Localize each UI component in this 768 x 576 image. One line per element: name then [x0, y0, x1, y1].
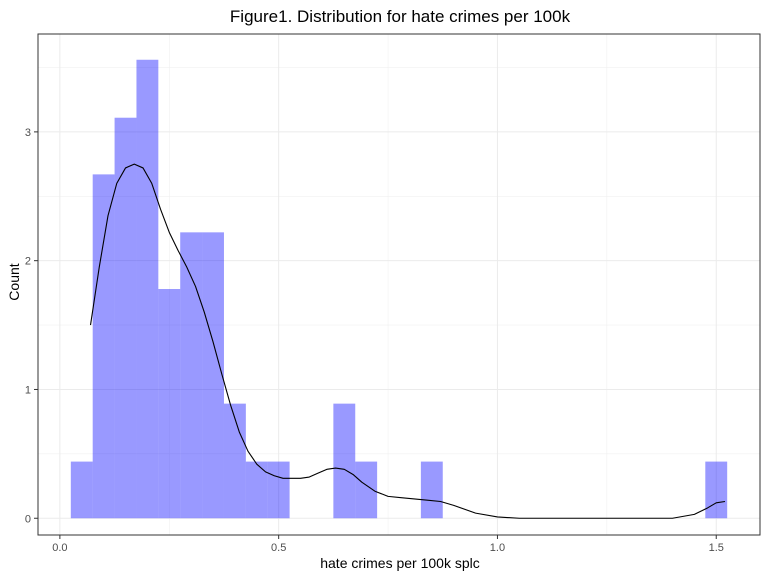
x-axis-ticks: 0.0 0.5 1.0 1.5	[52, 535, 724, 554]
x-tick-label: 1.5	[709, 542, 724, 554]
y-tick-label: 1	[25, 384, 31, 396]
x-axis-title: hate crimes per 100k splc	[320, 555, 480, 571]
x-tick-label: 0.0	[52, 542, 67, 554]
histogram-bar	[158, 289, 181, 519]
histogram-bar	[180, 232, 203, 519]
y-tick-label: 0	[25, 513, 31, 525]
density-curve	[89, 163, 726, 519]
minor-gridlines	[38, 34, 760, 535]
y-tick-label: 3	[25, 127, 31, 139]
major-gridlines	[38, 34, 760, 535]
histogram-bar	[70, 461, 93, 519]
x-tick-label: 0.5	[271, 542, 286, 554]
y-axis-title: Count	[6, 263, 22, 300]
x-tick-label: 1.0	[490, 542, 505, 554]
density-curve-group	[89, 163, 726, 519]
histogram-bar	[333, 403, 356, 519]
histogram-bar	[223, 403, 246, 519]
histogram-bar	[202, 232, 224, 519]
histogram-bars	[70, 59, 728, 519]
histogram-bar	[136, 59, 159, 519]
histogram-bar	[267, 461, 290, 519]
histogram-bar	[705, 461, 728, 519]
chart-title: Figure1. Distribution for hate crimes pe…	[230, 7, 571, 26]
histogram-bar	[114, 117, 137, 519]
histogram-bar	[245, 461, 268, 519]
y-axis-ticks: 0 1 2 3	[25, 127, 38, 525]
histogram-bar	[355, 461, 378, 519]
histogram-bar	[420, 461, 443, 519]
panel-border	[37, 33, 761, 536]
histogram-bar	[92, 174, 115, 519]
y-tick-label: 2	[25, 256, 31, 268]
